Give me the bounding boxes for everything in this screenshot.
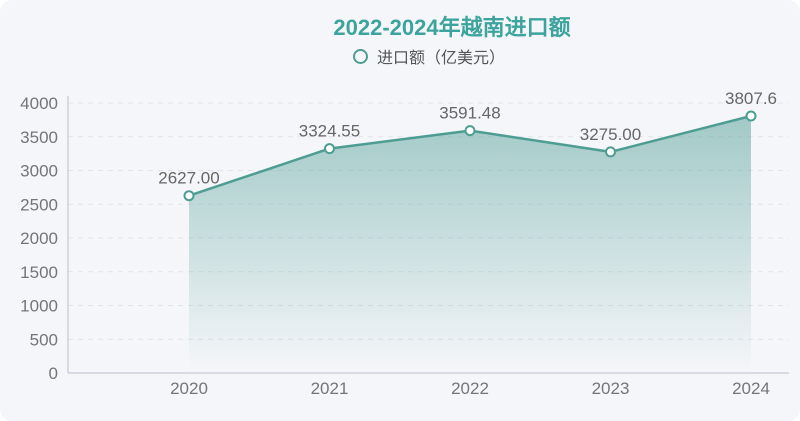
chart-title: 2022-2024年越南进口额 xyxy=(333,15,571,40)
x-axis-tick-label: 2023 xyxy=(592,379,630,398)
x-axis-tick-label: 2021 xyxy=(311,379,349,398)
y-axis-tick-label: 3500 xyxy=(20,128,58,147)
y-axis-tick-label: 0 xyxy=(49,364,58,383)
x-axis-tick-label: 2020 xyxy=(170,379,208,398)
data-point-value-label: 3324.55 xyxy=(299,122,360,141)
data-point-marker[interactable] xyxy=(324,143,335,155)
series-area-fill xyxy=(189,116,751,373)
data-point-value-label: 3807.6 xyxy=(725,89,777,108)
data-point-marker[interactable] xyxy=(464,125,476,137)
data-point-marker[interactable] xyxy=(183,190,195,202)
y-axis-tick-label: 1000 xyxy=(20,297,58,316)
data-point-value-label: 3591.48 xyxy=(439,104,500,123)
y-axis-tick-label: 500 xyxy=(30,330,58,349)
legend-label: 进口额（亿美元） xyxy=(376,50,506,67)
y-axis-tick-label: 1500 xyxy=(20,263,58,282)
data-point-value-label: 2627.00 xyxy=(158,169,219,188)
y-axis-tick-label: 4000 xyxy=(20,94,58,113)
y-axis-tick-label: 2500 xyxy=(20,195,58,214)
data-point-marker[interactable] xyxy=(605,146,616,158)
x-axis-tick-label: 2024 xyxy=(732,379,770,398)
data-point-value-label: 3275.00 xyxy=(580,125,641,144)
y-axis-tick-label: 2000 xyxy=(20,229,58,248)
data-point-marker[interactable] xyxy=(745,110,757,122)
x-axis-tick-label: 2022 xyxy=(451,379,489,398)
y-axis-tick-label: 3000 xyxy=(20,162,58,181)
legend-circle-marker-icon xyxy=(352,48,368,64)
legend-item-imports[interactable]: 进口额（亿美元） xyxy=(352,44,506,68)
